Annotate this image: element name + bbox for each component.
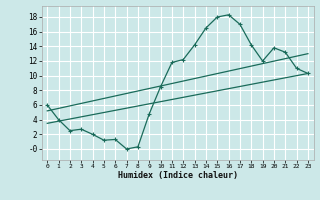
X-axis label: Humidex (Indice chaleur): Humidex (Indice chaleur) bbox=[118, 171, 237, 180]
